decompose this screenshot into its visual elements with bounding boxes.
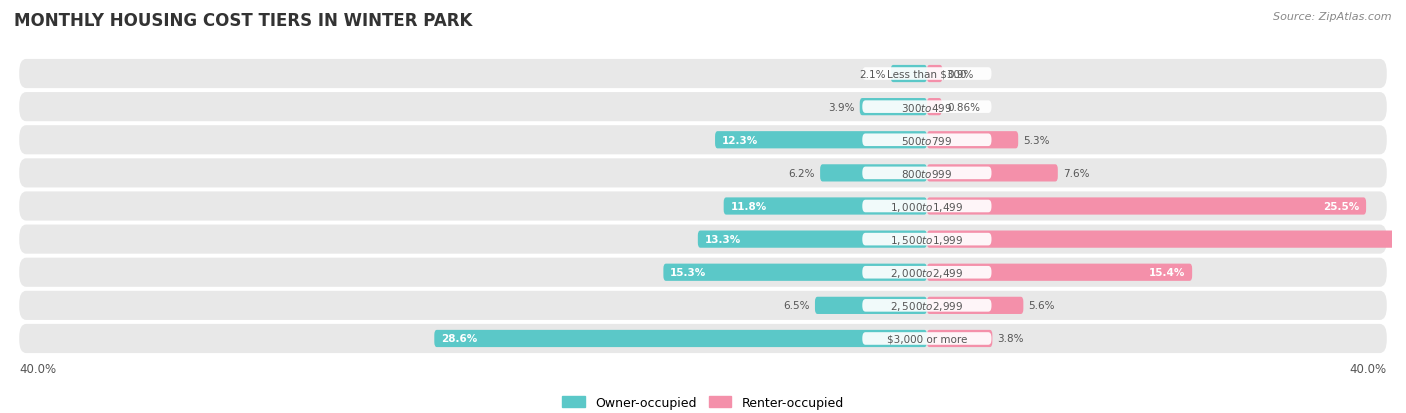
Text: Source: ZipAtlas.com: Source: ZipAtlas.com [1274, 12, 1392, 22]
FancyBboxPatch shape [859, 99, 927, 116]
Text: $500 to $799: $500 to $799 [901, 135, 952, 146]
FancyBboxPatch shape [927, 132, 1018, 149]
Text: Less than $300: Less than $300 [887, 69, 967, 79]
FancyBboxPatch shape [927, 99, 942, 116]
Text: 6.2%: 6.2% [789, 169, 815, 178]
Text: $2,000 to $2,499: $2,000 to $2,499 [890, 266, 963, 279]
Text: MONTHLY HOUSING COST TIERS IN WINTER PARK: MONTHLY HOUSING COST TIERS IN WINTER PAR… [14, 12, 472, 30]
Text: 28.6%: 28.6% [441, 334, 478, 344]
FancyBboxPatch shape [724, 198, 927, 215]
FancyBboxPatch shape [927, 264, 1192, 281]
Text: $1,000 to $1,499: $1,000 to $1,499 [890, 200, 963, 213]
FancyBboxPatch shape [434, 330, 927, 347]
FancyBboxPatch shape [20, 93, 1386, 122]
Text: 13.3%: 13.3% [704, 235, 741, 244]
FancyBboxPatch shape [862, 332, 991, 345]
FancyBboxPatch shape [927, 198, 1367, 215]
FancyBboxPatch shape [20, 126, 1386, 155]
Text: 3.9%: 3.9% [828, 102, 855, 112]
Text: $800 to $999: $800 to $999 [901, 168, 952, 179]
FancyBboxPatch shape [862, 266, 991, 279]
Text: 5.6%: 5.6% [1029, 301, 1054, 311]
FancyBboxPatch shape [20, 324, 1386, 353]
Text: 15.3%: 15.3% [671, 268, 707, 278]
FancyBboxPatch shape [891, 66, 927, 83]
FancyBboxPatch shape [927, 231, 1406, 248]
FancyBboxPatch shape [862, 101, 991, 114]
FancyBboxPatch shape [20, 192, 1386, 221]
FancyBboxPatch shape [927, 330, 993, 347]
FancyBboxPatch shape [20, 291, 1386, 320]
FancyBboxPatch shape [20, 258, 1386, 287]
FancyBboxPatch shape [20, 159, 1386, 188]
FancyBboxPatch shape [20, 225, 1386, 254]
Text: 2.1%: 2.1% [859, 69, 886, 79]
Text: $3,000 or more: $3,000 or more [887, 334, 967, 344]
Text: $300 to $499: $300 to $499 [901, 102, 952, 113]
FancyBboxPatch shape [862, 200, 991, 213]
FancyBboxPatch shape [927, 165, 1057, 182]
FancyBboxPatch shape [927, 66, 942, 83]
FancyBboxPatch shape [815, 297, 927, 314]
Text: 0.9%: 0.9% [948, 69, 974, 79]
FancyBboxPatch shape [820, 165, 927, 182]
Text: 0.86%: 0.86% [946, 102, 980, 112]
Text: $2,500 to $2,999: $2,500 to $2,999 [890, 299, 963, 312]
FancyBboxPatch shape [862, 167, 991, 180]
Text: 40.0%: 40.0% [1350, 363, 1386, 375]
Text: 40.0%: 40.0% [20, 363, 56, 375]
FancyBboxPatch shape [697, 231, 927, 248]
Legend: Owner-occupied, Renter-occupied: Owner-occupied, Renter-occupied [557, 391, 849, 413]
Text: $1,500 to $1,999: $1,500 to $1,999 [890, 233, 963, 246]
Text: 15.4%: 15.4% [1149, 268, 1185, 278]
FancyBboxPatch shape [927, 297, 1024, 314]
Text: 7.6%: 7.6% [1063, 169, 1090, 178]
Text: 11.8%: 11.8% [731, 202, 766, 211]
FancyBboxPatch shape [862, 299, 991, 312]
Text: 6.5%: 6.5% [783, 301, 810, 311]
Text: 5.3%: 5.3% [1024, 135, 1050, 145]
FancyBboxPatch shape [20, 60, 1386, 89]
FancyBboxPatch shape [862, 68, 991, 81]
FancyBboxPatch shape [664, 264, 927, 281]
Text: 25.5%: 25.5% [1323, 202, 1360, 211]
Text: 12.3%: 12.3% [721, 135, 758, 145]
FancyBboxPatch shape [862, 233, 991, 246]
FancyBboxPatch shape [862, 134, 991, 147]
FancyBboxPatch shape [716, 132, 927, 149]
Text: 3.8%: 3.8% [997, 334, 1024, 344]
